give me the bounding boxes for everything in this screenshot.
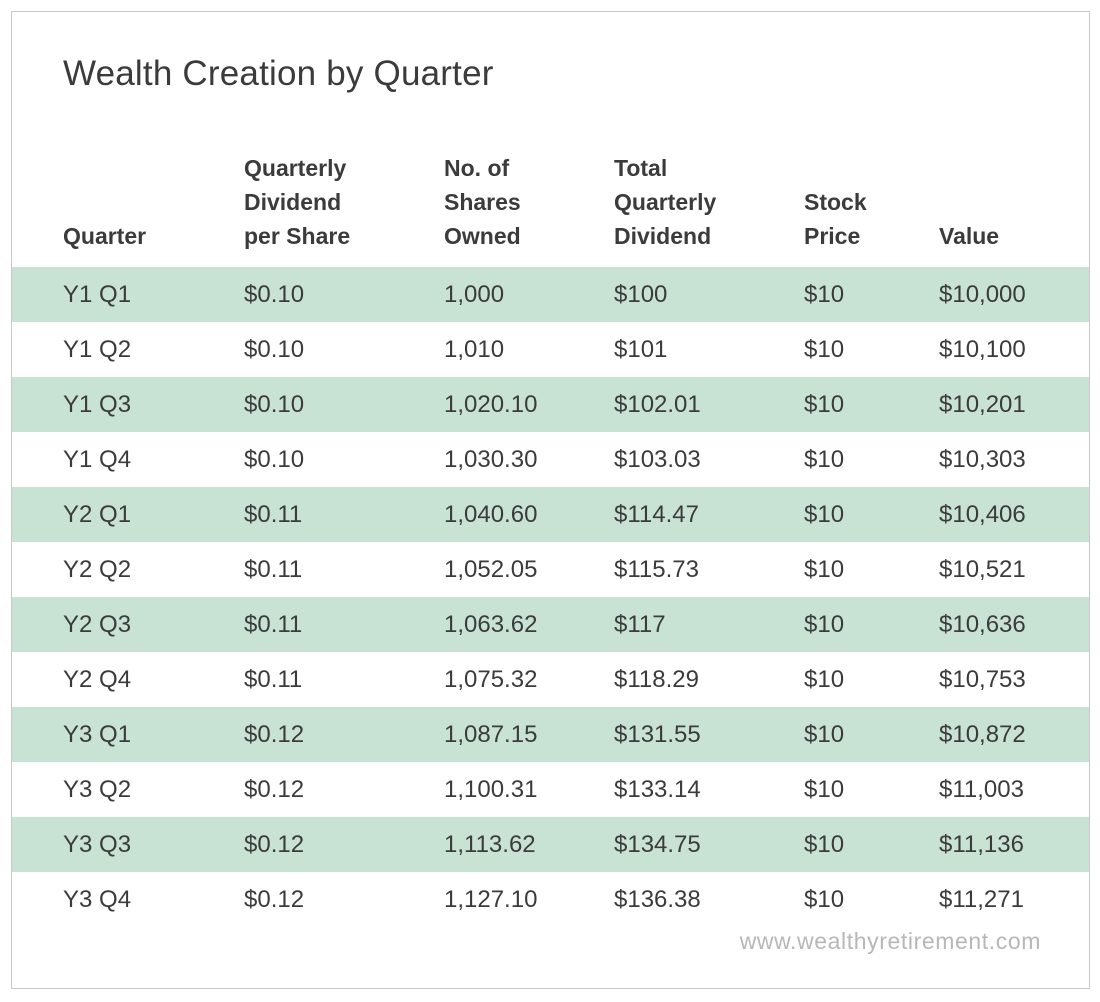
table-cell: Y1 Q2: [12, 322, 244, 377]
table-cell: $0.12: [244, 817, 444, 872]
table-row: Y2 Q4 $0.11 1,075.32 $118.29 $10 $10,753: [12, 652, 1089, 707]
table-cell: $134.75: [614, 817, 804, 872]
table-cell: $11,136: [939, 817, 1089, 872]
table-cell: $10,872: [939, 707, 1089, 762]
table-cell: 1,020.10: [444, 377, 614, 432]
table-cell: $0.10: [244, 322, 444, 377]
table-cell: $11,271: [939, 872, 1089, 927]
table-cell: $118.29: [614, 652, 804, 707]
table-cell: $10: [804, 487, 939, 542]
table-row: Y2 Q1 $0.11 1,040.60 $114.47 $10 $10,406: [12, 487, 1089, 542]
table-cell: $10: [804, 542, 939, 597]
wealth-creation-table: Quarter Quarterly Dividend per Share No.…: [12, 12, 1089, 927]
table-cell: 1,040.60: [444, 487, 614, 542]
table-cell: $103.03: [614, 432, 804, 487]
table-header: Quarter Quarterly Dividend per Share No.…: [12, 12, 1089, 267]
table-cell: 1,100.31: [444, 762, 614, 817]
table-cell: $0.10: [244, 267, 444, 322]
table-cell: $0.12: [244, 762, 444, 817]
table-cell: $101: [614, 322, 804, 377]
table-row: Y3 Q3 $0.12 1,113.62 $134.75 $10 $11,136: [12, 817, 1089, 872]
table-cell: $0.12: [244, 707, 444, 762]
table-cell: Y2 Q4: [12, 652, 244, 707]
table-cell: $10: [804, 817, 939, 872]
table-cell: $0.11: [244, 542, 444, 597]
table-cell: $0.10: [244, 432, 444, 487]
column-header-quarterly-dividend-per-share: Quarterly Dividend per Share: [244, 12, 444, 267]
table-cell: 1,000: [444, 267, 614, 322]
header-row: Quarter Quarterly Dividend per Share No.…: [12, 12, 1089, 267]
column-header-total-quarterly-dividend: Total Quarterly Dividend: [614, 12, 804, 267]
table-cell: $10: [804, 597, 939, 652]
table-cell: 1,063.62: [444, 597, 614, 652]
table-cell: 1,010: [444, 322, 614, 377]
table-body: Y1 Q1 $0.10 1,000 $100 $10 $10,000 Y1 Q2 $0.10 1…: [12, 267, 1089, 927]
footer-website-url: www.wealthyretirement.com: [739, 928, 1041, 954]
table-cell: $10: [804, 267, 939, 322]
table-cell: $0.12: [244, 872, 444, 927]
table-cell: $10: [804, 872, 939, 927]
table-cell: $10,000: [939, 267, 1089, 322]
table-cell: Y3 Q3: [12, 817, 244, 872]
table-row: Y1 Q2 $0.10 1,010 $101 $10 $10,100: [12, 322, 1089, 377]
table-cell: $0.10: [244, 377, 444, 432]
wealth-table-card: Quarter Quarterly Dividend per Share No.…: [11, 11, 1090, 989]
table-cell: $0.11: [244, 597, 444, 652]
table-row: Y3 Q2 $0.12 1,100.31 $133.14 $10 $11,003: [12, 762, 1089, 817]
table-cell: $133.14: [614, 762, 804, 817]
table-row: Y1 Q3 $0.10 1,020.10 $102.01 $10 $10,201: [12, 377, 1089, 432]
table-cell: $117: [614, 597, 804, 652]
column-header-value: Value: [939, 12, 1089, 267]
table-cell: $131.55: [614, 707, 804, 762]
table-cell: 1,087.15: [444, 707, 614, 762]
table-cell: Y2 Q3: [12, 597, 244, 652]
table-cell: $10,521: [939, 542, 1089, 597]
column-header-stock-price: Stock Price: [804, 12, 939, 267]
table-cell: Y1 Q3: [12, 377, 244, 432]
table-cell: $10,303: [939, 432, 1089, 487]
table-cell: 1,052.05: [444, 542, 614, 597]
table-cell: $100: [614, 267, 804, 322]
table-row: Y3 Q4 $0.12 1,127.10 $136.38 $10 $11,271: [12, 872, 1089, 927]
table-cell: $10: [804, 322, 939, 377]
table-row: Y2 Q3 $0.11 1,063.62 $117 $10 $10,636: [12, 597, 1089, 652]
table-cell: $115.73: [614, 542, 804, 597]
table-cell: $10: [804, 377, 939, 432]
table-cell: $102.01: [614, 377, 804, 432]
table-cell: $10,753: [939, 652, 1089, 707]
table-cell: $10,636: [939, 597, 1089, 652]
table-cell: $11,003: [939, 762, 1089, 817]
table-cell: Y3 Q4: [12, 872, 244, 927]
column-header-quarter: Quarter: [12, 12, 244, 267]
table-cell: $10: [804, 762, 939, 817]
table-row: Y1 Q4 $0.10 1,030.30 $103.03 $10 $10,303: [12, 432, 1089, 487]
table-cell: $0.11: [244, 487, 444, 542]
table-cell: $136.38: [614, 872, 804, 927]
table-cell: 1,030.30: [444, 432, 614, 487]
column-header-no-of-shares-owned: No. of Shares Owned: [444, 12, 614, 267]
table-cell: Y1 Q4: [12, 432, 244, 487]
table-cell: $10,406: [939, 487, 1089, 542]
table-row: Y3 Q1 $0.12 1,087.15 $131.55 $10 $10,872: [12, 707, 1089, 762]
table-cell: $10: [804, 652, 939, 707]
table-cell: $10,100: [939, 322, 1089, 377]
table-row: Y1 Q1 $0.10 1,000 $100 $10 $10,000: [12, 267, 1089, 322]
table-cell: Y3 Q2: [12, 762, 244, 817]
table-cell: Y2 Q2: [12, 542, 244, 597]
table-cell: 1,075.32: [444, 652, 614, 707]
table-cell: $0.11: [244, 652, 444, 707]
table-cell: $10,201: [939, 377, 1089, 432]
table-cell: Y1 Q1: [12, 267, 244, 322]
table-cell: $10: [804, 707, 939, 762]
table-cell: 1,127.10: [444, 872, 614, 927]
table-cell: $114.47: [614, 487, 804, 542]
table-cell: 1,113.62: [444, 817, 614, 872]
table-cell: Y3 Q1: [12, 707, 244, 762]
page-title: Wealth Creation by Quarter: [63, 54, 494, 93]
table-cell: $10: [804, 432, 939, 487]
table-row: Y2 Q2 $0.11 1,052.05 $115.73 $10 $10,521: [12, 542, 1089, 597]
table-cell: Y2 Q1: [12, 487, 244, 542]
